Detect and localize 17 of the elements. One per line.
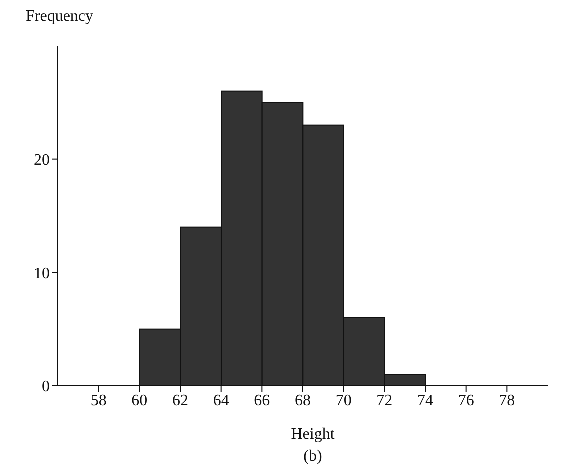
x-axis-title: Height: [290, 426, 336, 444]
x-tick-label: 62: [172, 392, 188, 410]
y-tick-label: 0: [42, 378, 50, 396]
x-tick-label: 74: [418, 392, 434, 410]
y-axis-title: Frequency: [25, 8, 95, 26]
x-tick-label: 68: [295, 392, 311, 410]
x-tick-label: 60: [132, 392, 148, 410]
text: (b): [302, 448, 324, 466]
x-tick-label: 72: [376, 392, 393, 410]
x-tick-label: 58: [90, 392, 107, 410]
x-tick-label: 70: [336, 392, 352, 410]
x-tick-label: 76: [458, 392, 474, 410]
x-tick-label: 78: [499, 392, 516, 410]
y-tick-label: 20: [34, 152, 50, 170]
x-tick-label: 64: [213, 392, 230, 410]
y-tick-label: 10: [34, 265, 50, 282]
x-tick-label: 66: [254, 392, 270, 410]
